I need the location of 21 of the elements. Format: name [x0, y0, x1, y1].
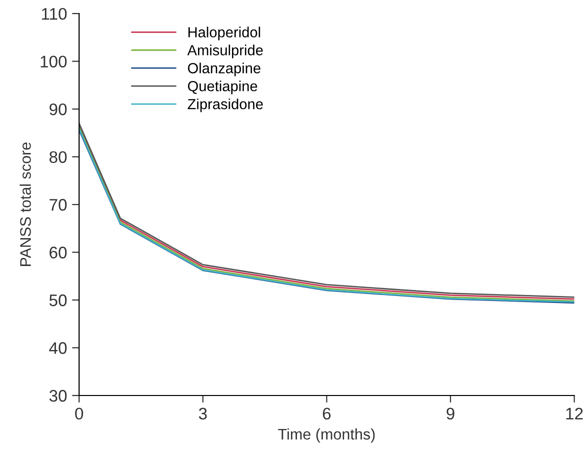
legend-label: Quetiapine: [188, 80, 258, 94]
y-tick-label: 80: [49, 151, 67, 163]
legend-label: Ziprasidone: [188, 98, 263, 112]
y-tick-label: 70: [50, 198, 67, 211]
legend-label: Olanzapine: [188, 62, 260, 76]
y-tick-label: 100: [40, 56, 67, 68]
legend-label: Haloperidol: [188, 26, 260, 40]
x-axis-title: Time (months): [278, 428, 375, 443]
x-tick-label: 0: [75, 408, 84, 420]
x-tick-label: 9: [446, 408, 454, 420]
y-tick-label: 60: [50, 246, 67, 258]
y-tick-label: 110: [42, 8, 67, 20]
x-tick-label: 12: [566, 408, 583, 420]
y-tick-label: 30: [49, 390, 67, 402]
y-tick-label: 40: [49, 342, 67, 354]
x-tick-label: 3: [198, 408, 207, 420]
y-tick-label: 50: [49, 294, 67, 306]
y-axis-title: PANSS total score: [20, 142, 31, 266]
y-tick-label: 90: [50, 103, 67, 116]
x-tick-label: 6: [322, 408, 331, 420]
legend-label: Amisulpride: [187, 44, 263, 58]
